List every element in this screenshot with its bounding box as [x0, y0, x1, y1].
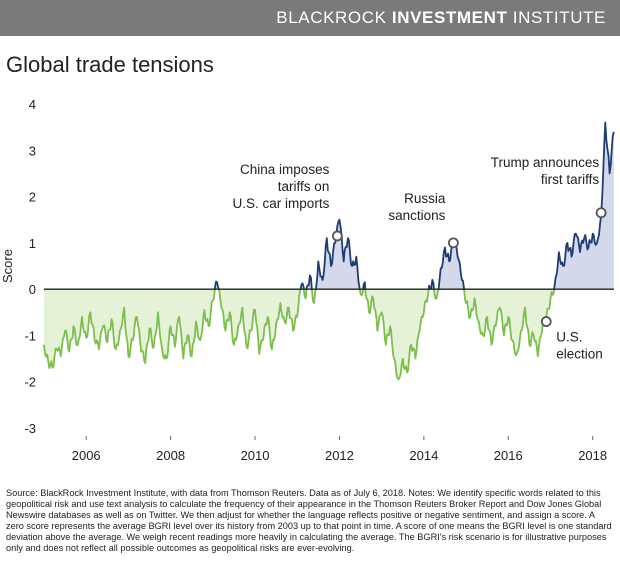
header-bar: BLACKROCK INVESTMENT INSTITUTE	[0, 0, 620, 36]
negative-series-line	[463, 288, 555, 358]
area-fills	[44, 122, 614, 380]
annotation-marker	[540, 316, 552, 327]
positive-series-line	[213, 280, 220, 290]
negative-area-fill	[44, 289, 215, 368]
positive-series-line	[553, 121, 615, 290]
x-tick-label: 2006	[72, 448, 101, 463]
positive-series-line	[314, 218, 361, 290]
negative-series-line	[310, 288, 317, 304]
negative-series-line	[218, 288, 302, 355]
negative-series-line	[302, 288, 308, 300]
chart-title: Global trade tensions	[6, 52, 214, 77]
y-tick-label: 1	[29, 236, 36, 251]
brand-part-1: BLACKROCK	[276, 8, 392, 27]
annotation-label: Russia sanctions	[388, 191, 446, 223]
y-tick-label: -3	[24, 421, 36, 436]
y-tick-label: 4	[29, 97, 36, 112]
annotation-marker	[331, 230, 343, 242]
annotation-label: U.S. election	[556, 330, 603, 362]
annotation-marker	[447, 237, 459, 249]
y-tick-label: 3	[29, 143, 36, 158]
y-tick-label: 2	[29, 190, 36, 205]
positive-series-line	[427, 278, 435, 290]
negative-series-line	[358, 288, 364, 297]
positive-area-fill	[315, 219, 360, 290]
annotations: China imposes tariffs on U.S. car imports R…	[233, 155, 607, 362]
annotation-label: Trump announces first tariffs	[491, 155, 600, 187]
positive-series-line	[299, 282, 305, 290]
source-note: Source: BlackRock Investment Institute, …	[6, 488, 612, 553]
annotation-label: China imposes tariffs on U.S. car imports	[233, 162, 330, 211]
negative-area-fill	[464, 289, 555, 357]
x-tick-label: 2016	[494, 448, 523, 463]
y-axis-label: Score	[0, 249, 15, 283]
x-tick-label: 2018	[578, 448, 607, 463]
positive-series-line	[437, 239, 465, 290]
x-tick-label: 2014	[409, 448, 438, 463]
positive-series-line	[305, 274, 313, 290]
chart-canvas: -3 -2 -1 0 1 2 3 4 2006 2008 2010 2012 2014 2016 2018…	[0, 97, 615, 463]
y-axis-ticks: -3 -2 -1 0 1 2 3 4	[24, 97, 36, 436]
positive-series-line	[362, 281, 367, 290]
series-lines	[43, 121, 615, 381]
x-tick-label: 2008	[156, 448, 185, 463]
negative-series-line	[43, 289, 216, 369]
x-axis-ticks: 2006 2008 2010 2012 2014 2016 2018	[72, 436, 607, 463]
brand-part-2: INVESTMENT	[391, 8, 508, 27]
positive-area-fill	[554, 122, 614, 290]
y-tick-label: -2	[24, 375, 36, 390]
brand-part-3: INSTITUTE	[507, 8, 606, 27]
negative-area-fill	[219, 289, 301, 354]
y-tick-label: 0	[29, 282, 36, 297]
negative-series-line	[364, 288, 430, 381]
y-tick-label: -1	[24, 328, 36, 343]
negative-series-line	[433, 288, 440, 300]
x-tick-label: 2012	[325, 448, 354, 463]
x-tick-label: 2010	[241, 448, 270, 463]
brand-wordmark: BLACKROCK INVESTMENT INSTITUTE	[276, 8, 606, 28]
annotation-marker	[595, 207, 607, 219]
